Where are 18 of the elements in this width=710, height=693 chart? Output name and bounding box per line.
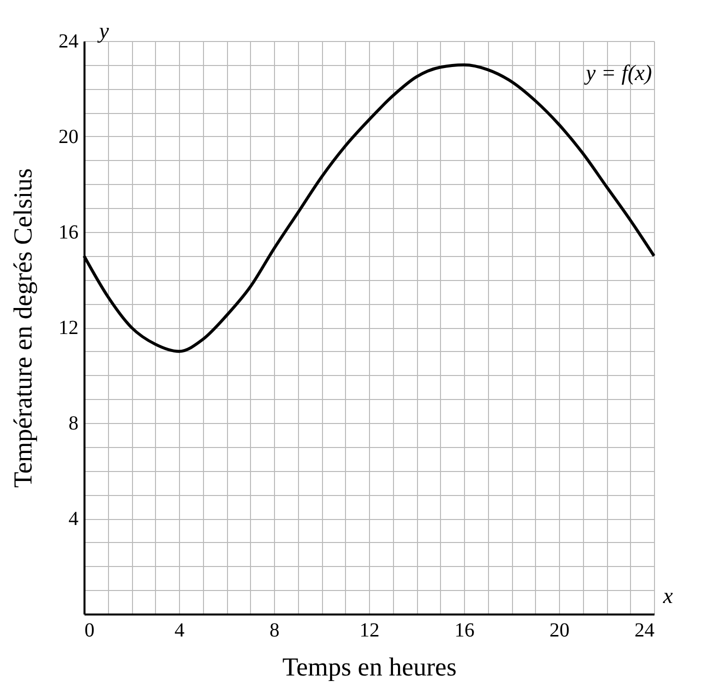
y-tick-label: 8 [68,412,78,434]
y-tick-label: 16 [58,222,78,244]
y-tick-label: 20 [58,126,78,148]
x-axis-title: Temps en heures [282,652,457,682]
y-tick-label: 12 [58,317,78,339]
x-tick-label: 4 [174,620,184,642]
x-tick-label: 8 [270,620,280,642]
y-tick-label: 4 [68,508,78,530]
x-tick-label: 20 [550,620,570,642]
y-tick-label: 24 [58,30,78,52]
x-tick-label: 12 [360,620,380,642]
y-axis-title: Température en degrés Celsius [8,168,38,488]
x-tick-label: 24 [634,620,654,642]
annotation: y [97,18,110,43]
text: x [662,583,674,608]
x-tick-label: 16 [454,620,474,642]
text: y = f(x) [584,60,652,85]
x-tick-label: 0 [84,620,94,642]
